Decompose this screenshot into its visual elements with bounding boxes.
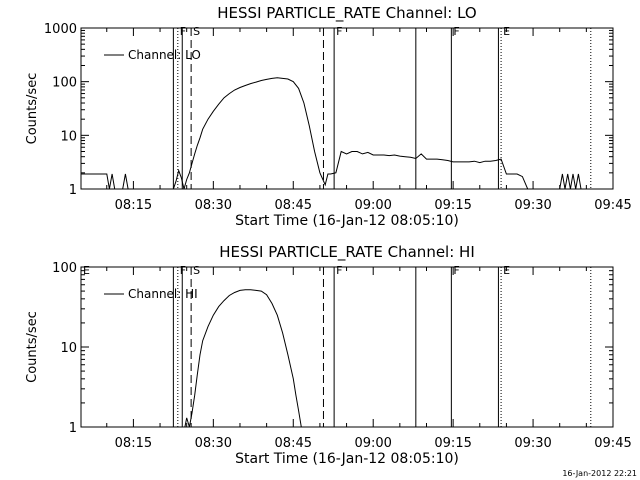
event-marker-label: F [180, 25, 186, 38]
y-tick-label: 1 [69, 183, 77, 198]
corner-label: E [83, 264, 90, 277]
y-tick-label: 1 [69, 421, 77, 436]
series-line-0 [184, 289, 302, 427]
chart-title: HESSI PARTICLE_RATE Channel: HI [219, 243, 475, 262]
y-tick-label: 10 [60, 341, 77, 356]
x-axis-label: Start Time (16-Jan-12 08:05:10) [235, 451, 459, 467]
event-marker-label: F [336, 25, 342, 38]
chart-title: HESSI PARTICLE_RATE Channel: LO [217, 4, 476, 23]
event-marker-label: E [503, 25, 510, 38]
x-tick-label: 09:45 [594, 198, 631, 213]
event-marker-label: F [336, 264, 342, 277]
x-tick-label: 09:15 [434, 436, 471, 451]
x-axis-label: Start Time (16-Jan-12 08:05:10) [235, 213, 459, 229]
x-tick-label: 09:15 [434, 198, 471, 213]
x-tick-label: 09:30 [514, 436, 551, 451]
y-tick-label: 10 [60, 129, 77, 144]
event-marker-label: F [180, 264, 186, 277]
x-tick-label: 08:15 [115, 198, 152, 213]
legend-entry: Channel: LO [128, 48, 201, 62]
x-tick-label: 09:00 [354, 198, 391, 213]
plot-timestamp: 16-Jan-2012 22:21 [562, 469, 637, 478]
x-tick-label: 08:30 [195, 436, 232, 451]
y-tick-label: 1000 [44, 22, 77, 37]
panel-hi: HESSI PARTICLE_RATE Channel: HI 08:15 08:3… [25, 243, 632, 467]
x-tick-label: 08:45 [275, 436, 312, 451]
y-axis-label: Counts/sec [25, 73, 40, 145]
x-tick-label: 08:30 [195, 198, 232, 213]
event-marker-label: S [193, 25, 200, 38]
event-marker-label: S [193, 264, 200, 277]
y-tick-label: 100 [52, 76, 77, 91]
x-tick-label: 09:30 [514, 198, 551, 213]
event-marker-label: F [453, 264, 459, 277]
legend-entry: Channel: HI [128, 287, 198, 301]
series-line-0 [81, 77, 613, 189]
y-tick-label: 100 [52, 261, 77, 276]
event-marker-label: E [503, 264, 510, 277]
event-marker-label: F [453, 25, 459, 38]
panel-lo: HESSI PARTICLE_RATE Channel: LO 08:15 08:3… [25, 4, 632, 229]
y-axis-label: Counts/sec [25, 311, 40, 383]
x-tick-label: 08:15 [115, 436, 152, 451]
x-tick-label: 09:45 [594, 436, 631, 451]
x-tick-label: 08:45 [275, 198, 312, 213]
x-tick-label: 09:00 [354, 436, 391, 451]
